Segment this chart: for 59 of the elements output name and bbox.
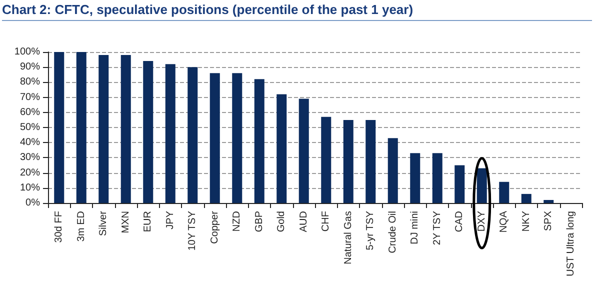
x-tick-label: Gold <box>276 211 288 232</box>
bar <box>388 138 398 203</box>
bar <box>544 200 554 203</box>
bar <box>499 182 510 203</box>
y-tick-label: 20% <box>20 167 40 178</box>
bar <box>98 55 109 203</box>
x-tick-label: DJ mini <box>410 211 421 244</box>
x-tick-label: JPY <box>164 210 176 230</box>
bar <box>366 120 376 203</box>
x-tick-label: NKY <box>520 210 532 232</box>
bar <box>143 61 154 203</box>
y-tick-label: 100% <box>14 46 40 58</box>
bar <box>298 98 309 203</box>
x-tick-label: CHF <box>320 211 332 232</box>
x-tick-label: 30d FF <box>54 211 65 243</box>
bar <box>76 52 86 203</box>
x-tick-label: Copper <box>209 210 220 244</box>
x-tick-label: Crude Oil <box>387 211 398 254</box>
bar <box>454 165 465 203</box>
x-tick-label: EUR <box>142 211 154 232</box>
y-tick-label: 70% <box>20 92 40 103</box>
y-tick-label: 60% <box>20 106 40 118</box>
x-tick-label: 5-yr TSY <box>365 210 376 250</box>
y-tick-label: 0% <box>26 198 40 208</box>
bar <box>321 116 332 203</box>
x-tick-label: 3m ED <box>76 211 87 242</box>
x-tick-label: SPX <box>543 210 554 232</box>
bar <box>343 120 354 203</box>
x-tick-label: Natural Gas <box>342 211 354 264</box>
bar <box>476 168 487 203</box>
x-tick-label: NZD <box>232 211 243 232</box>
bar <box>232 73 242 203</box>
x-tick-label: GBP <box>254 210 265 232</box>
bar <box>210 73 220 203</box>
bar <box>276 94 287 203</box>
bar <box>165 64 176 203</box>
bar <box>188 67 198 203</box>
x-tick-label: UST Ultra long <box>565 211 576 276</box>
bar <box>120 55 131 203</box>
bar <box>521 194 532 203</box>
y-tick-label: 30% <box>20 152 40 164</box>
y-tick-label: 50% <box>20 122 40 133</box>
chart-title: Chart 2: CFTC, speculative positions (percentile of the past 1 year) <box>2 2 592 21</box>
x-tick-label: Silver <box>98 210 110 236</box>
x-tick-label: CAD <box>454 211 466 232</box>
bar <box>432 153 442 203</box>
y-tick-label: 80% <box>20 76 40 88</box>
x-tick-label: DXY <box>476 210 488 232</box>
y-tick-label: 90% <box>20 62 40 73</box>
y-tick-label: 40% <box>20 137 40 148</box>
bar <box>254 79 264 203</box>
x-tick-label: 10Y TSY <box>187 210 198 251</box>
x-tick-label: 2Y TSY <box>432 210 443 246</box>
y-tick-label: 10% <box>20 182 40 194</box>
x-tick-label: MXN <box>120 211 132 234</box>
x-tick-label: AUD <box>298 211 310 232</box>
bar <box>410 153 420 203</box>
bar <box>54 52 64 203</box>
x-tick-label: NQA <box>498 210 510 233</box>
